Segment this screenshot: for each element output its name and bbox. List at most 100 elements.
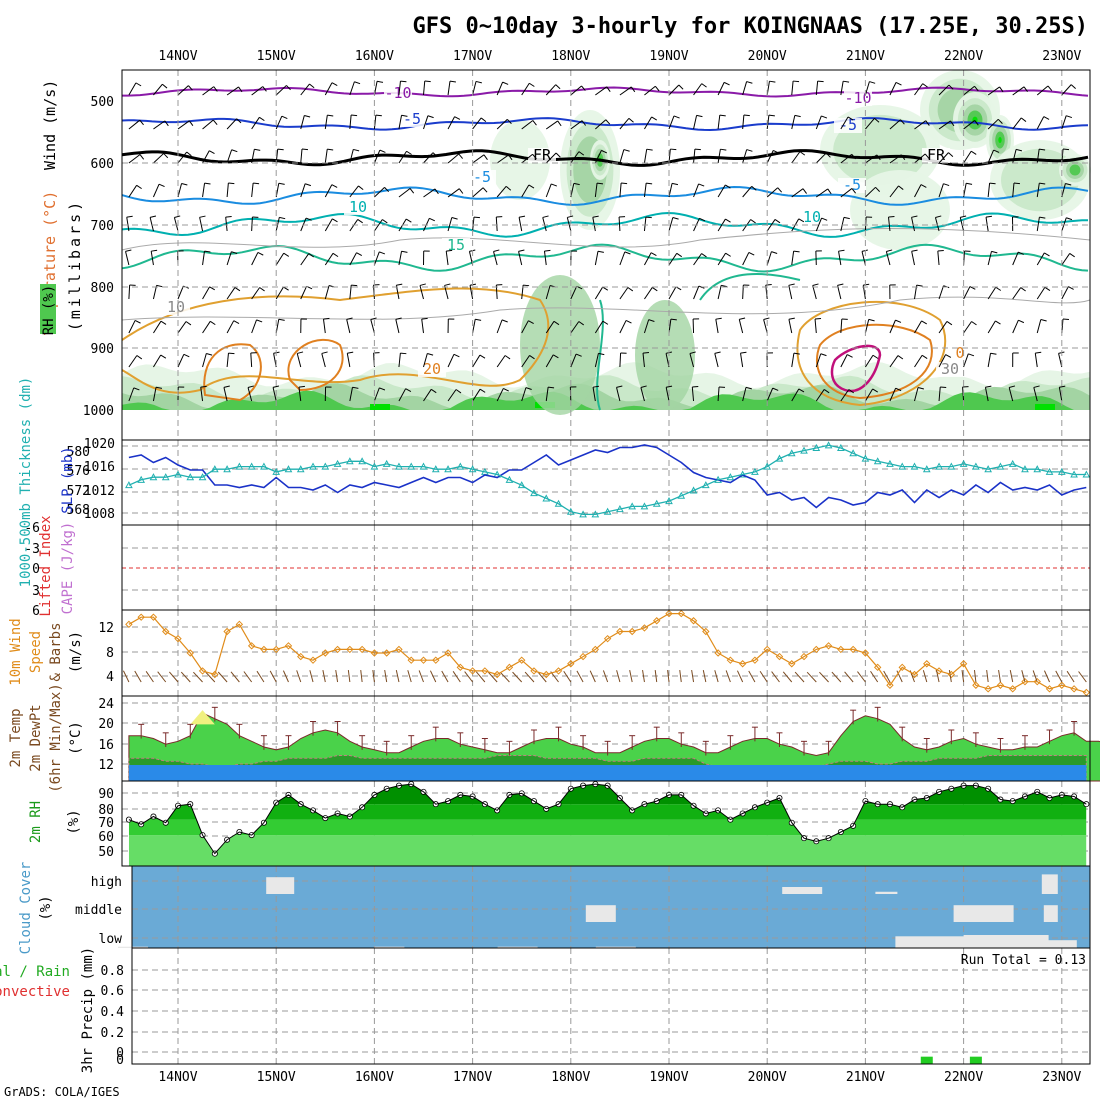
wind-barb-10m bbox=[145, 671, 154, 683]
wind-barb-10m bbox=[935, 670, 940, 683]
wind-barb bbox=[693, 183, 700, 198]
y-tick-label: 700 bbox=[91, 219, 114, 234]
wind-barb-10m bbox=[563, 670, 572, 683]
wind-barb bbox=[840, 217, 845, 232]
wind-barb-flag bbox=[740, 351, 747, 354]
wind-barb-flag bbox=[895, 387, 902, 392]
wind-barb-flag bbox=[935, 215, 942, 218]
wind-speed-point bbox=[923, 660, 931, 668]
wind-barb-flag bbox=[721, 284, 728, 288]
wind-barb-flag bbox=[183, 353, 190, 358]
wind-barb bbox=[226, 320, 235, 334]
wind-barb-flag bbox=[1020, 117, 1027, 122]
wind-barb bbox=[987, 118, 999, 130]
y-tick-label: 90 bbox=[98, 787, 114, 802]
wind-barb-flag bbox=[1039, 216, 1046, 219]
wind-barb-flag bbox=[1009, 385, 1016, 388]
wind-barb-flag bbox=[529, 354, 535, 360]
wind-speed-point bbox=[444, 649, 452, 657]
wind-barb-flag bbox=[283, 286, 289, 291]
wind-barb-flag bbox=[624, 251, 631, 255]
wind-barb-flag bbox=[768, 114, 775, 117]
wind-barb bbox=[447, 389, 457, 402]
wind-barb-flag bbox=[846, 354, 853, 358]
cloud-bar-low bbox=[1046, 940, 1077, 948]
wind-speed-point bbox=[873, 663, 882, 672]
contour-label-bg bbox=[442, 238, 470, 253]
wind-barb-10m bbox=[524, 671, 535, 683]
wind-barb-flag bbox=[555, 152, 561, 158]
wind-barb-flag bbox=[308, 253, 314, 258]
upper-ylabels: Wind (m/s) Temperature (°C) (millibars) … bbox=[40, 80, 84, 336]
wind-barb-10m bbox=[883, 670, 891, 683]
wind-speed-point bbox=[186, 649, 194, 657]
wind-barb bbox=[518, 217, 523, 232]
wind-barb-10m bbox=[168, 671, 179, 683]
wind-barb bbox=[226, 183, 229, 198]
wind-barb bbox=[1061, 183, 1066, 198]
rh-shade-max bbox=[1035, 404, 1055, 410]
wind-barb bbox=[594, 183, 598, 198]
wind-barb-flag bbox=[765, 283, 772, 286]
wind-barb-flag bbox=[922, 83, 928, 88]
wind-barb bbox=[911, 251, 915, 266]
wind-barb bbox=[447, 188, 460, 198]
wind-barb-10m bbox=[948, 670, 952, 683]
wind-barb bbox=[717, 285, 722, 300]
y-tick-label: 0.2 bbox=[101, 1026, 124, 1041]
wind-barb-flag bbox=[774, 218, 781, 224]
wind-barb bbox=[173, 217, 179, 232]
wind-barb bbox=[1033, 387, 1038, 402]
wind-barb-flag bbox=[1068, 286, 1074, 290]
wind-barb-10m bbox=[771, 671, 780, 683]
date-label-top: 14NOV bbox=[158, 49, 197, 64]
contour-label-bg bbox=[162, 300, 190, 315]
wind-barb-flag bbox=[502, 81, 509, 85]
wind-barb bbox=[742, 387, 747, 402]
wind-barb-flag bbox=[139, 154, 145, 160]
wind-barb bbox=[1061, 84, 1072, 96]
wind-barb-flag bbox=[991, 250, 998, 254]
wind-barb bbox=[837, 285, 842, 300]
wind-barb-10m bbox=[1009, 670, 1014, 683]
upper-ylabel-rh: RH (%) bbox=[41, 285, 57, 336]
wind-barb-flag bbox=[228, 182, 235, 185]
wind-barb bbox=[742, 252, 750, 266]
y-tick-label: 1016 bbox=[84, 460, 115, 475]
wind-barb-flag bbox=[621, 182, 628, 185]
wind-barb-flag bbox=[505, 185, 512, 191]
wind-barb bbox=[984, 387, 989, 402]
wind-barb bbox=[691, 387, 695, 402]
wind-barb-flag bbox=[1039, 182, 1046, 185]
wind-barb-10m bbox=[309, 670, 314, 683]
wind-barb bbox=[349, 252, 357, 266]
wind-barb bbox=[153, 120, 166, 130]
wind-barb-flag bbox=[911, 249, 918, 252]
wind-barb-flag bbox=[651, 116, 657, 121]
wind-barb bbox=[1012, 86, 1025, 96]
y-tick-label: 0 bbox=[116, 1053, 124, 1068]
temp-contour-15 bbox=[596, 299, 604, 411]
wind-barb-10m bbox=[922, 670, 928, 683]
wind-speed-point bbox=[517, 656, 526, 664]
precip-bar bbox=[920, 1056, 933, 1064]
wind-barb-flag bbox=[347, 351, 354, 354]
wind-barb-flag bbox=[156, 284, 163, 288]
wind-barb-flag bbox=[553, 320, 560, 326]
wind-barb-flag bbox=[427, 115, 434, 119]
wind-barb-flag bbox=[997, 118, 1003, 125]
wind-barb bbox=[472, 354, 481, 368]
wind-barb bbox=[493, 251, 498, 266]
wind-barb bbox=[177, 85, 189, 96]
wind-barb bbox=[791, 353, 795, 368]
wind-barb-10m bbox=[616, 670, 621, 683]
contour-label: FR bbox=[533, 146, 552, 164]
wind-barb-flag bbox=[970, 150, 977, 155]
wind-barb bbox=[251, 216, 253, 232]
contour-label: 15 bbox=[447, 236, 465, 254]
wind-barb bbox=[272, 387, 277, 402]
wind-barb-flag bbox=[848, 389, 855, 394]
wind-barb-flag bbox=[788, 283, 795, 286]
wind-barb-10m bbox=[998, 670, 1001, 683]
wind-barb bbox=[570, 85, 582, 96]
